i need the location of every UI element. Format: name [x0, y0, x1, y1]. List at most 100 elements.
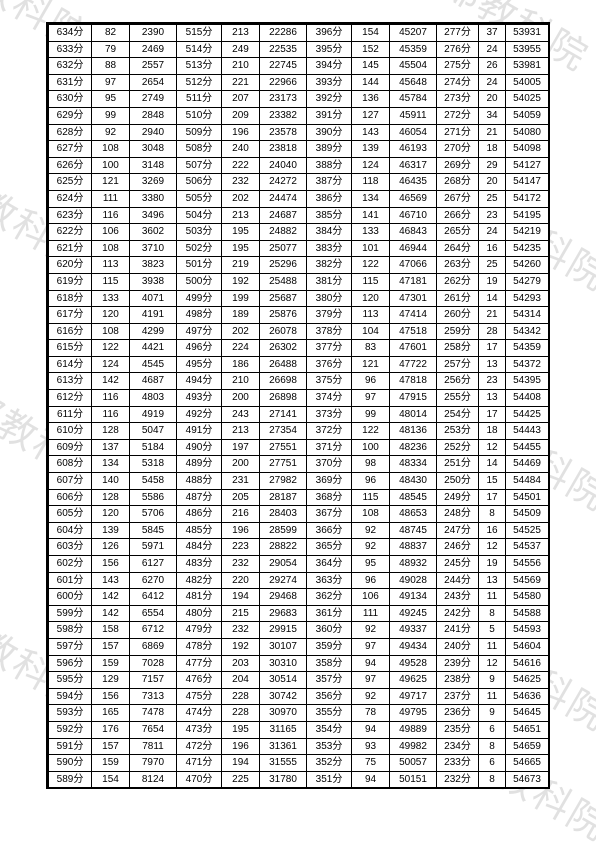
- table-cell: 605分: [49, 506, 92, 523]
- table-cell: 108: [92, 141, 130, 158]
- table-cell: 53955: [506, 41, 549, 58]
- table-cell: 54604: [506, 638, 549, 655]
- table-cell: 245分: [437, 556, 479, 573]
- table-cell: 176: [92, 721, 130, 738]
- table-cell: 49434: [390, 638, 437, 655]
- table-cell: 608分: [49, 456, 92, 473]
- table-cell: 496分: [177, 340, 222, 357]
- table-cell: 134: [352, 190, 390, 207]
- table-cell: 249分: [437, 489, 479, 506]
- table-cell: 388分: [307, 157, 352, 174]
- table-cell: 594分: [49, 688, 92, 705]
- table-cell: 46193: [390, 141, 437, 158]
- table-cell: 48837: [390, 539, 437, 556]
- table-cell: 372分: [307, 423, 352, 440]
- table-cell: 382分: [307, 257, 352, 274]
- table-cell: 20: [479, 174, 506, 191]
- table-cell: 628分: [49, 124, 92, 141]
- table-cell: 396分: [307, 25, 352, 42]
- table-cell: 603分: [49, 539, 92, 556]
- table-cell: 232分: [437, 771, 479, 788]
- table-cell: 157: [92, 638, 130, 655]
- table-cell: 14: [479, 456, 506, 473]
- table-cell: 228: [222, 688, 260, 705]
- table-row: 630分952749511分20723173392分13645784273分20…: [49, 91, 549, 108]
- table-cell: 5318: [130, 456, 177, 473]
- table-cell: 385分: [307, 207, 352, 224]
- table-cell: 393分: [307, 74, 352, 91]
- table-cell: 116: [92, 207, 130, 224]
- table-cell: 2940: [130, 124, 177, 141]
- table-cell: 23578: [260, 124, 307, 141]
- table-cell: 54469: [506, 456, 549, 473]
- table-cell: 49982: [390, 738, 437, 755]
- table-cell: 384分: [307, 224, 352, 241]
- table-cell: 4919: [130, 406, 177, 423]
- table-cell: 95: [92, 91, 130, 108]
- table-cell: 115: [92, 273, 130, 290]
- table-cell: 108: [92, 240, 130, 257]
- table-cell: 253分: [437, 423, 479, 440]
- table-cell: 194: [222, 755, 260, 772]
- table-cell: 143: [92, 572, 130, 589]
- table-cell: 237分: [437, 688, 479, 705]
- table-row: 594分1567313475分22830742356分9249717237分11…: [49, 688, 549, 705]
- table-cell: 265分: [437, 224, 479, 241]
- table-cell: 13: [479, 390, 506, 407]
- table-cell: 357分: [307, 672, 352, 689]
- table-cell: 210: [222, 58, 260, 75]
- table-cell: 611分: [49, 406, 92, 423]
- table-cell: 19: [479, 273, 506, 290]
- table-cell: 11: [479, 589, 506, 606]
- table-cell: 2848: [130, 107, 177, 124]
- table-cell: 26488: [260, 356, 307, 373]
- table-cell: 31780: [260, 771, 307, 788]
- table-cell: 356分: [307, 688, 352, 705]
- table-row: 621分1083710502分19525077383分10146944264分1…: [49, 240, 549, 257]
- table-cell: 124: [92, 356, 130, 373]
- table-cell: 248分: [437, 506, 479, 523]
- table-cell: 54098: [506, 141, 549, 158]
- table-cell: 8: [479, 605, 506, 622]
- table-cell: 22745: [260, 58, 307, 75]
- table-cell: 54665: [506, 755, 549, 772]
- table-cell: 48745: [390, 522, 437, 539]
- table-cell: 45359: [390, 41, 437, 58]
- table-cell: 30970: [260, 705, 307, 722]
- table-cell: 93: [352, 738, 390, 755]
- table-cell: 128: [92, 423, 130, 440]
- table-cell: 159: [92, 755, 130, 772]
- table-cell: 46317: [390, 157, 437, 174]
- table-row: 612分1164803493分20026898374分9747915255分13…: [49, 390, 549, 407]
- table-cell: 111: [92, 190, 130, 207]
- table-cell: 7313: [130, 688, 177, 705]
- table-cell: 46944: [390, 240, 437, 257]
- table-cell: 590分: [49, 755, 92, 772]
- table-cell: 495分: [177, 356, 222, 373]
- table-cell: 597分: [49, 638, 92, 655]
- table-cell: 97: [92, 74, 130, 91]
- table-cell: 514分: [177, 41, 222, 58]
- table-cell: 507分: [177, 157, 222, 174]
- table-cell: 47818: [390, 373, 437, 390]
- table-cell: 591分: [49, 738, 92, 755]
- table-cell: 4687: [130, 373, 177, 390]
- table-cell: 7157: [130, 672, 177, 689]
- table-cell: 7478: [130, 705, 177, 722]
- table-cell: 4191: [130, 307, 177, 324]
- table-cell: 488分: [177, 473, 222, 490]
- table-cell: 92: [352, 622, 390, 639]
- table-cell: 48334: [390, 456, 437, 473]
- table-cell: 48653: [390, 506, 437, 523]
- table-cell: 25488: [260, 273, 307, 290]
- table-cell: 94: [352, 655, 390, 672]
- table-row: 590分1597970471分19431555352分7550057233分65…: [49, 755, 549, 772]
- table-cell: 48545: [390, 489, 437, 506]
- table-cell: 46435: [390, 174, 437, 191]
- table-cell: 355分: [307, 705, 352, 722]
- table-cell: 143: [352, 124, 390, 141]
- table-cell: 472分: [177, 738, 222, 755]
- table-cell: 479分: [177, 622, 222, 639]
- table-cell: 261分: [437, 290, 479, 307]
- table-row: 626分1003148507分22224040388分12446317269分2…: [49, 157, 549, 174]
